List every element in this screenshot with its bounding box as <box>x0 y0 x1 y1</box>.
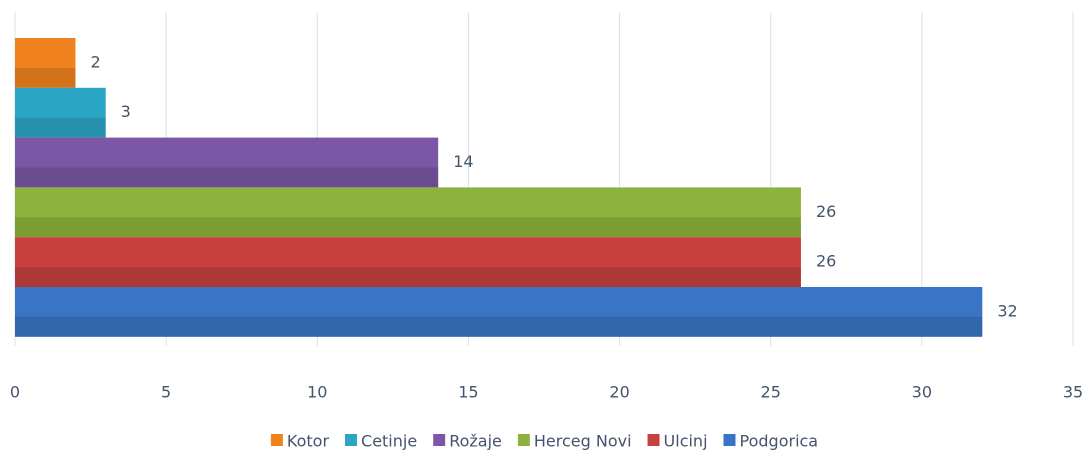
legend-label: Ulcinj <box>664 432 708 451</box>
legend-swatch <box>517 434 530 446</box>
x-tick-label: 15 <box>458 383 478 402</box>
bar-shade <box>15 67 76 88</box>
bar <box>15 187 801 238</box>
bar-shade <box>15 117 106 138</box>
bar-shade <box>15 316 983 337</box>
data-label: 2 <box>90 52 100 71</box>
legend-swatch <box>647 434 660 446</box>
legend-swatch <box>345 434 358 446</box>
bar <box>15 38 76 88</box>
bar <box>15 137 439 188</box>
bar <box>15 237 801 287</box>
data-label: 14 <box>453 152 473 171</box>
x-tick-label: 30 <box>912 383 932 402</box>
bar-shade <box>15 167 439 188</box>
legend-swatch <box>723 434 736 446</box>
data-label: 26 <box>816 252 836 271</box>
x-tick-label: 10 <box>307 383 327 402</box>
x-tick-label: 0 <box>10 383 20 402</box>
legend-label: Podgorica <box>740 432 819 451</box>
legend-label: Herceg Novi <box>534 432 632 451</box>
legend-label: Kotor <box>287 432 330 451</box>
x-tick-label: 5 <box>161 383 171 402</box>
bar-shade <box>15 267 801 287</box>
legend-swatch <box>270 434 283 446</box>
data-label: 32 <box>997 301 1017 320</box>
x-tick-label: 20 <box>609 383 629 402</box>
x-tick-label: 25 <box>761 383 781 402</box>
legend-label: Cetinje <box>361 432 417 451</box>
bar <box>15 87 106 138</box>
legend-swatch <box>433 434 446 446</box>
data-label: 3 <box>121 102 131 121</box>
bar-shade <box>15 217 801 238</box>
legend-label: Rožaje <box>449 432 502 451</box>
data-label: 26 <box>816 202 836 221</box>
bar <box>15 287 983 337</box>
x-tick-label: 35 <box>1063 383 1083 402</box>
